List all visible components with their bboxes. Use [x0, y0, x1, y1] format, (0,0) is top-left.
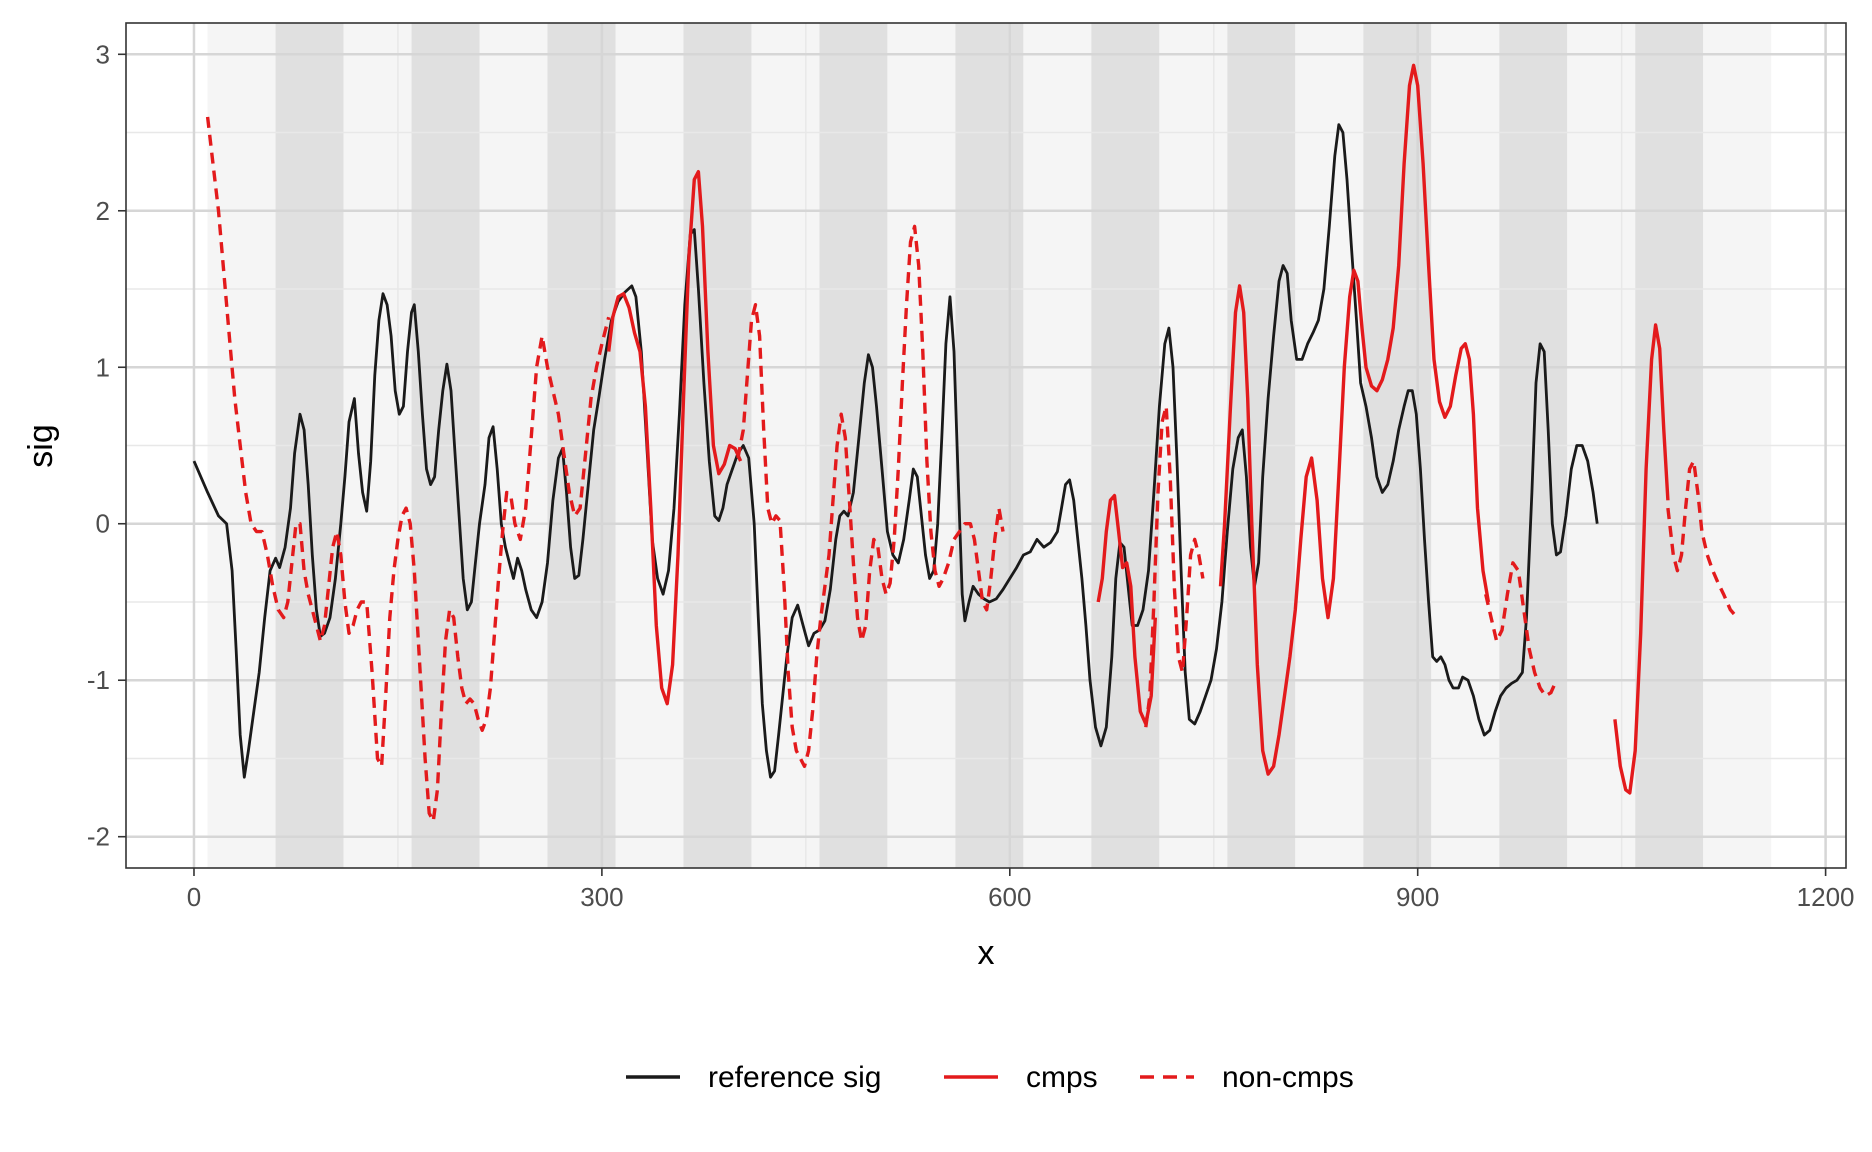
y-tick-label: -2: [87, 822, 110, 852]
x-tick-label: 0: [187, 882, 201, 912]
y-tick-label: 0: [96, 509, 110, 539]
y-tick-label: 2: [96, 196, 110, 226]
x-tick-label: 1200: [1797, 882, 1855, 912]
y-tick-label: 1: [96, 352, 110, 382]
legend-label-cmps: cmps: [1026, 1061, 1098, 1094]
series-line-non-cmps-segment-3: [1144, 404, 1205, 728]
legend: reference sig cmps non-cmps: [626, 1061, 1354, 1094]
series-line-cmps-segment-4: [1613, 323, 1670, 795]
legend-label-non-cmps: non-cmps: [1222, 1061, 1354, 1094]
series-line-reference-sig-segment-1: [192, 123, 1599, 779]
y-axis-title: sig: [22, 424, 60, 467]
series-line-non-cmps-segment-4: [1484, 561, 1558, 698]
series-line-non-cmps-segment-2: [736, 224, 1005, 768]
y-tick-label: 3: [96, 39, 110, 69]
series-line-non-cmps-segment-5: [1666, 459, 1739, 619]
y-tick-label: -1: [87, 665, 110, 695]
series-line-non-cmps-segment-1: [205, 116, 611, 823]
x-tick-label: 300: [580, 882, 623, 912]
plot-panel-border: [125, 22, 1847, 869]
x-tick-label: 600: [988, 882, 1031, 912]
series-line-cmps-segment-3: [1218, 63, 1491, 776]
x-tick-label: 900: [1396, 882, 1439, 912]
legend-label-reference-sig: reference sig: [708, 1061, 881, 1094]
data-series: [192, 63, 1739, 823]
axes: 0 300 600 900 1200 -2 -1 0 1 2 3: [87, 39, 1855, 912]
series-line-cmps-segment-2: [1096, 493, 1157, 726]
series-line-cmps-segment-1: [607, 170, 743, 706]
x-axis-title: x: [978, 934, 995, 972]
